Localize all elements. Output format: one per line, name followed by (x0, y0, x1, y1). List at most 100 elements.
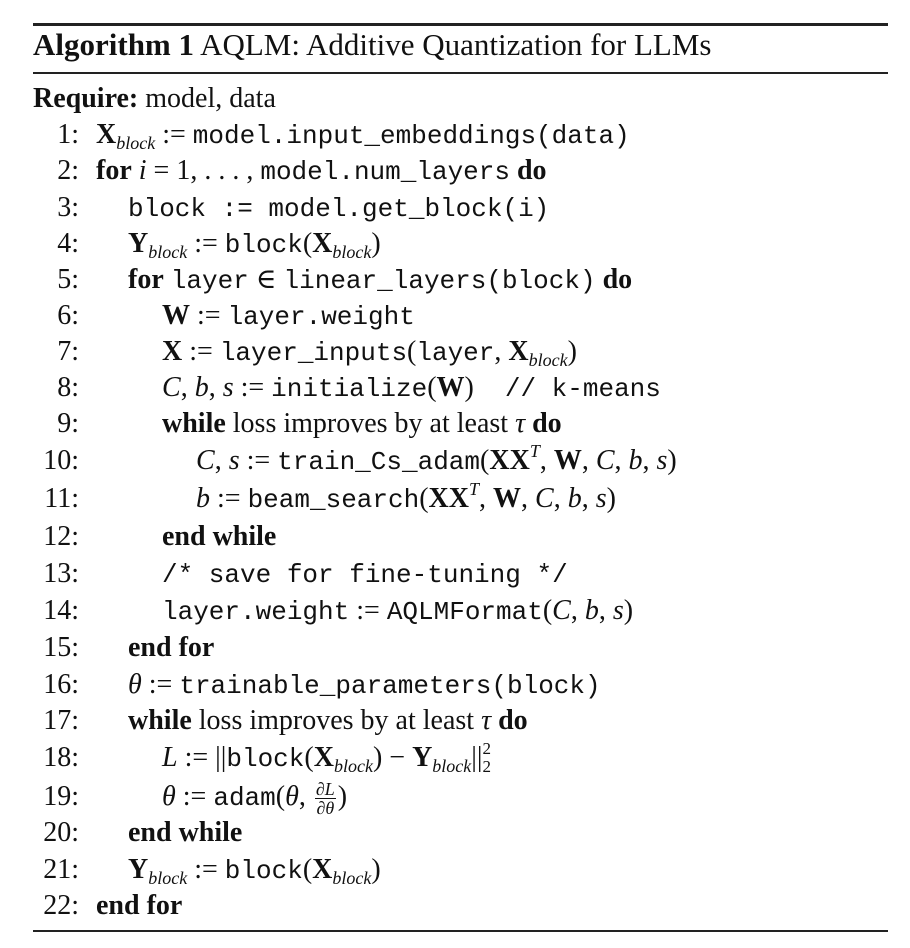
math-op: := (162, 119, 186, 150)
line-code: while loss improves by at least τ do (128, 703, 528, 739)
line-code: for layer ∈ linear_layers(block) do (128, 262, 632, 299)
math-symbol: s (229, 445, 240, 476)
line-code: C, s := train_Cs_adam(XXT, W, C, b, s) (196, 443, 677, 480)
line-code: L := ||block(Xblock) − Yblock|| 2 2 (162, 740, 495, 777)
line-number: 14: (33, 593, 79, 629)
code-comment: // k-means (505, 374, 661, 404)
line-number: 3: (33, 190, 79, 226)
line-number: 1: (33, 117, 79, 153)
math-symbol: θ (162, 781, 176, 812)
algo-line-4: 4: Yblock := block(Xblock) (33, 226, 381, 262)
math-symbol: b (568, 483, 582, 514)
line-code: end for (96, 888, 182, 924)
bottom-rule (33, 930, 888, 932)
line-number: 5: (33, 262, 79, 298)
keyword: end while (162, 521, 276, 552)
line-number: 22: (33, 888, 79, 924)
line-number: 11: (33, 481, 79, 517)
algo-line-19: 19: θ := adam(θ, ∂L ∂θ) (33, 779, 347, 815)
math-sub: block (529, 350, 568, 370)
line-code: end while (128, 815, 242, 851)
math-sub: block (148, 242, 187, 262)
math-symbol: X (312, 854, 332, 885)
math-symbol: i (139, 155, 147, 186)
line-code: b := beam_search(XXT, W, C, b, s) (196, 481, 616, 518)
math-op: := (183, 781, 207, 812)
algo-line-3: 3: block := model.get_block(i) (33, 190, 549, 226)
math-sub: block (148, 868, 187, 888)
math-symbol: X (314, 742, 334, 773)
line-code: while loss improves by at least τ do (162, 406, 562, 442)
math-symbol: b (196, 483, 210, 514)
math-sub: 2 (483, 758, 492, 775)
line-number: 21: (33, 852, 79, 888)
algo-line-7: 7: X := layer_inputs(layer, Xblock) (33, 334, 577, 370)
line-number: 16: (33, 667, 79, 703)
line-number: 4: (33, 226, 79, 262)
math-op: ∈ (256, 264, 277, 295)
math-op: := (217, 483, 241, 514)
math-sup: 2 (483, 740, 492, 757)
math-op: := (241, 372, 265, 403)
math-sup: T (530, 441, 540, 461)
algo-line-20: 20: end while (33, 815, 242, 851)
keyword: end for (96, 890, 182, 921)
line-code: end while (162, 519, 276, 555)
math-symbol: X (510, 445, 530, 476)
math-symbol: W (162, 300, 190, 331)
algorithm-name: AQLM: Additive Quantization for LLMs (200, 27, 711, 62)
code-text: layer (171, 266, 249, 296)
algo-line-10: 10: C, s := train_Cs_adam(XXT, W, C, b, … (33, 443, 677, 479)
keyword: do (498, 705, 528, 736)
line-code: for i = 1, . . . , model.num_layers do (96, 153, 547, 190)
require-label: Require: (33, 83, 138, 114)
math-symbol: X (429, 483, 449, 514)
line-number: 2: (33, 153, 79, 189)
math-sub: block (332, 868, 371, 888)
math-symbol: W (493, 483, 521, 514)
line-number: 6: (33, 298, 79, 334)
code-text: layer_inputs (220, 338, 407, 368)
code-text: layer.weight (162, 597, 349, 627)
algorithm-label: Algorithm 1 (33, 27, 194, 62)
code-text: layer.weight (228, 302, 415, 332)
keyword: for (128, 264, 164, 295)
line-number: 15: (33, 630, 79, 666)
math-symbol: X (489, 445, 509, 476)
math-symbol: L (162, 742, 178, 773)
math-op: := (197, 300, 221, 331)
line-code: /* save for fine-tuning */ (162, 556, 568, 593)
keyword: end while (128, 817, 242, 848)
line-number: 18: (33, 740, 79, 776)
algo-line-2: 2: for i = 1, . . . , model.num_layers d… (33, 153, 547, 189)
algo-line-18: 18: L := ||block(Xblock) − Yblock|| 2 2 (33, 740, 495, 776)
math-symbol: W (437, 372, 465, 403)
math-symbol: C (162, 372, 181, 403)
math-sub: block (116, 133, 155, 153)
line-code: X := layer_inputs(layer, Xblock) (162, 334, 577, 371)
code-text: trainable_parameters(block) (179, 671, 600, 701)
algo-line-16: 16: θ := trainable_parameters(block) (33, 667, 601, 703)
algo-line-11: 11: b := beam_search(XXT, W, C, b, s) (33, 481, 616, 517)
require-line: Require: model, data (33, 81, 276, 117)
algo-line-9: 9: while loss improves by at least τ do (33, 406, 562, 442)
code-comment: /* save for fine-tuning */ (162, 560, 568, 590)
code-text: beam_search (248, 485, 420, 515)
line-number: 20: (33, 815, 79, 851)
math-symbol: τ (481, 705, 491, 736)
math-symbol: Y (412, 742, 432, 773)
line-number: 17: (33, 703, 79, 739)
fraction: ∂L ∂θ (315, 780, 336, 817)
condition-text: loss improves by at least (233, 408, 508, 439)
math-text: = 1, . . . , (154, 155, 254, 186)
math-symbol: τ (515, 408, 525, 439)
math-sup: T (469, 479, 479, 499)
math-symbol: Y (128, 228, 148, 259)
line-code: layer.weight := AQLMFormat(C, b, s) (162, 593, 633, 630)
code-text: model.input_embeddings(data) (193, 121, 630, 151)
keyword: for (96, 155, 132, 186)
keyword: do (532, 408, 562, 439)
math-op: := (194, 228, 218, 259)
math-sub: block (332, 242, 371, 262)
math-op: := (189, 336, 213, 367)
